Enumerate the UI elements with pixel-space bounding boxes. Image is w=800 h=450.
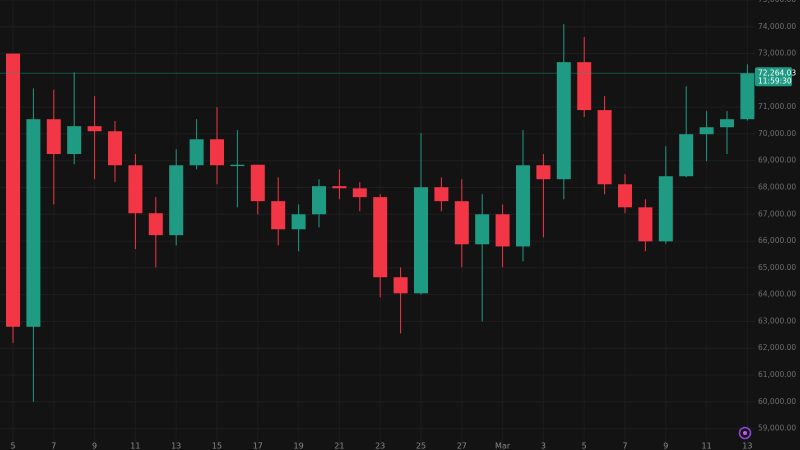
candle-body <box>434 187 449 202</box>
candle-layer <box>6 24 755 402</box>
x-tick-label: 15 <box>212 442 222 450</box>
x-tick-label: 13 <box>742 442 752 450</box>
candle-body <box>148 213 163 236</box>
x-tick-label: 21 <box>334 442 344 450</box>
y-tick-label: 68,000.00 <box>758 183 796 192</box>
x-tick-label: 9 <box>663 442 668 450</box>
candle-body <box>638 207 653 242</box>
candle-body <box>6 53 20 327</box>
candle-body <box>699 127 714 135</box>
x-tick-label: 11 <box>702 442 712 450</box>
x-tick-label: 17 <box>253 442 263 450</box>
x-tick-label: 7 <box>622 442 627 450</box>
x-tick-label: 3 <box>541 442 546 450</box>
candle-body <box>475 214 490 245</box>
candle-body <box>618 184 632 208</box>
candle-body <box>189 139 204 166</box>
x-tick-label: 23 <box>375 442 385 450</box>
logo-dot <box>743 431 747 435</box>
candle-body <box>679 134 694 177</box>
y-tick-label: 67,000.00 <box>758 209 796 218</box>
x-tick-label: 19 <box>294 442 304 450</box>
candle-body <box>312 186 326 215</box>
y-tick-label: 60,000.00 <box>758 397 796 406</box>
x-tick-label: 13 <box>171 442 181 450</box>
y-tick-label: 66,000.00 <box>758 236 796 245</box>
candle-body <box>414 187 428 294</box>
logo-icon[interactable] <box>738 426 752 440</box>
candle-body <box>271 201 286 230</box>
candle-body <box>536 165 551 180</box>
candle-body <box>393 277 408 294</box>
candle-body <box>597 110 612 185</box>
candle-body <box>495 214 510 247</box>
y-tick-label: 64,000.00 <box>758 290 796 299</box>
price-tag-box <box>755 67 792 87</box>
candle-body <box>577 62 592 111</box>
y-tick-label: 61,000.00 <box>758 370 796 379</box>
candle-body <box>26 119 41 327</box>
y-tick-label: 62,000.00 <box>758 343 796 352</box>
x-tick-label: 7 <box>51 442 56 450</box>
y-tick-label: 71,000.00 <box>758 102 796 111</box>
candle-body <box>291 214 306 230</box>
candle-body <box>87 126 102 132</box>
candle-body <box>108 131 122 166</box>
y-tick-label: 75,000.00 <box>758 0 796 4</box>
candle-body <box>128 165 143 214</box>
y-tick-label: 74,000.00 <box>758 22 796 31</box>
logo-ring <box>738 426 752 440</box>
y-tick-label: 65,000.00 <box>758 263 796 272</box>
x-tick-label: 5 <box>582 442 587 450</box>
y-tick-label: 69,000.00 <box>758 156 796 165</box>
candle-body <box>250 164 265 202</box>
price-tag-label: 72,264.03 <box>758 68 796 77</box>
candle-body <box>373 197 388 278</box>
candle-body <box>332 186 347 189</box>
x-tick-label: 9 <box>92 442 97 450</box>
candle-body <box>352 188 367 198</box>
candle-body <box>230 164 245 167</box>
candle-body <box>454 201 469 245</box>
x-tick-label: 11 <box>130 442 140 450</box>
y-tick-label: 59,000.00 <box>758 424 796 433</box>
y-tick-label: 70,000.00 <box>758 129 796 138</box>
x-tick-label: Mar <box>495 442 511 450</box>
candle-body <box>516 165 530 247</box>
price-tag-countdown: 11:59:30 <box>758 76 792 85</box>
candle-body <box>67 126 82 155</box>
candle-body <box>169 165 184 236</box>
candle-body <box>658 176 673 242</box>
x-tick-label: 5 <box>10 442 15 450</box>
x-tick-label: 25 <box>416 442 426 450</box>
candle-body <box>210 139 224 166</box>
candle-body <box>740 73 755 120</box>
x-tick-label: 27 <box>457 442 467 450</box>
candle-body <box>720 119 734 128</box>
y-tick-label: 63,000.00 <box>758 316 796 325</box>
candle-body <box>556 62 571 180</box>
y-tick-label: 73,000.00 <box>758 49 796 58</box>
candle-body <box>46 119 61 155</box>
